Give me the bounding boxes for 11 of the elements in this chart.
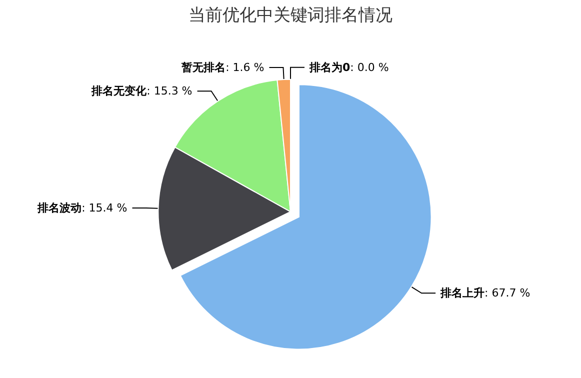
data-label: : 1.6 % — [226, 61, 264, 74]
slice-label: 暂无排名 — [180, 61, 226, 74]
slice-label: 排名波动 — [36, 202, 82, 215]
data-label: : 15.3 % — [146, 84, 192, 98]
text: : 0.0 % — [350, 60, 389, 74]
slice-label: 排名上升 — [440, 286, 485, 300]
data-label: : 67.7 % — [484, 286, 530, 300]
legend-label: 排名为0 — [308, 60, 350, 74]
data-label: : 15.4 % — [82, 202, 128, 215]
chart-title: 当前优化中关键词排名情况 — [188, 6, 392, 26]
slice-label: 排名无变化 — [90, 84, 148, 98]
